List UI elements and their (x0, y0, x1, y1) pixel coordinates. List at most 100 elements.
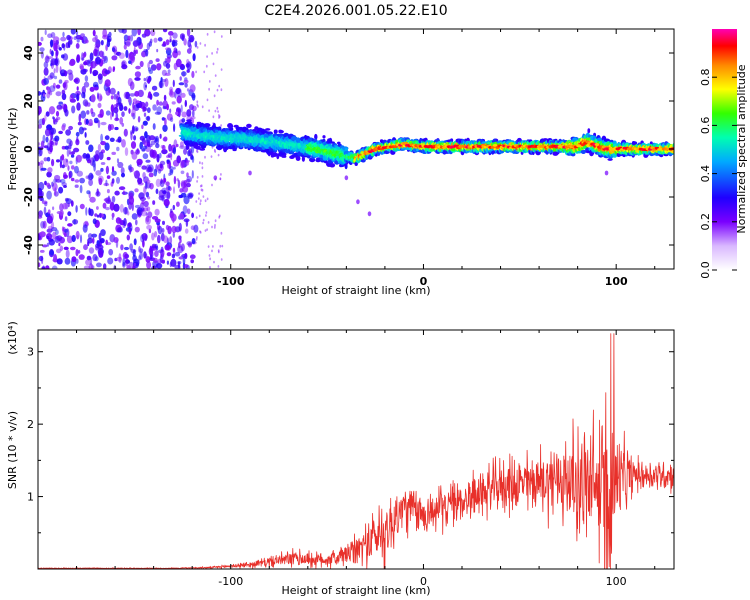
noise-speckle (149, 38, 153, 44)
noise-speckle (186, 241, 193, 246)
noise-speckle (155, 143, 160, 149)
noise-speckle (94, 213, 98, 217)
noise-speckle (141, 233, 148, 241)
noise-speckle (52, 82, 56, 89)
noise-speckle (212, 115, 215, 119)
noise-speckle (77, 121, 82, 126)
noise-speckle (178, 222, 182, 232)
noise-speckle (44, 55, 50, 64)
noise-speckle (133, 135, 137, 141)
noise-speckle (38, 212, 41, 217)
noise-speckle (164, 117, 167, 126)
noise-speckle (43, 157, 48, 162)
noise-speckle (211, 225, 213, 229)
noise-speckle (50, 39, 54, 48)
noise-speckle (86, 159, 92, 164)
noise-speckle (75, 249, 79, 257)
noise-speckle (117, 161, 124, 169)
noise-speckle (171, 101, 176, 105)
noise-speckle (157, 234, 161, 244)
noise-speckle (206, 197, 209, 201)
noise-speckle (218, 84, 221, 88)
noise-speckle (165, 39, 170, 46)
noise-speckle (200, 188, 203, 192)
noise-speckle (130, 248, 137, 254)
noise-speckle (100, 167, 104, 172)
noise-speckle (165, 62, 171, 69)
noise-speckle (153, 92, 160, 97)
noise-speckle (58, 130, 63, 135)
noise-speckle (172, 204, 175, 211)
noise-speckle (156, 48, 159, 53)
noise-speckle (217, 249, 220, 253)
noise-speckle (93, 86, 99, 91)
noise-speckle (50, 58, 57, 66)
ridge-cell (329, 163, 336, 168)
noise-speckle (128, 196, 135, 205)
noise-speckle (116, 176, 120, 184)
noise-speckle (59, 203, 64, 212)
noise-speckle (213, 94, 216, 98)
noise-speckle (68, 171, 71, 179)
noise-speckle (176, 87, 182, 97)
noise-speckle (180, 92, 186, 98)
noise-speckle (220, 68, 223, 71)
noise-speckle (49, 48, 52, 55)
noise-speckle (113, 237, 119, 243)
noise-speckle (89, 52, 94, 61)
noise-speckle (118, 253, 122, 261)
noise-speckle (64, 109, 69, 117)
noise-speckle (186, 48, 192, 54)
noise-speckle (139, 135, 145, 141)
ridge-cell (607, 158, 613, 161)
noise-speckle (186, 109, 192, 117)
noise-speckle (216, 50, 218, 54)
noise-speckle (173, 47, 178, 54)
noise-speckle (207, 245, 210, 249)
noise-speckle (53, 42, 58, 52)
noise-speckle (61, 164, 65, 169)
noise-speckle (97, 73, 103, 80)
noise-speckle (106, 175, 111, 180)
noise-speckle (161, 259, 165, 264)
noise-speckle (204, 229, 207, 233)
noise-speckle (190, 259, 194, 264)
ridge-cell (580, 149, 587, 154)
noise-speckle (155, 137, 159, 142)
noise-speckle (163, 198, 170, 207)
noise-speckle (175, 58, 182, 68)
noise-speckle (44, 201, 48, 207)
noise-speckle (164, 72, 171, 76)
noise-speckle (204, 155, 206, 159)
noise-speckle (82, 68, 88, 73)
noise-speckle (92, 29, 96, 37)
noise-speckle (106, 156, 111, 161)
noise-speckle (161, 79, 167, 82)
noise-speckle (95, 170, 102, 176)
noise-speckle (152, 104, 157, 111)
noise-speckle (145, 215, 150, 223)
noise-speckle (71, 256, 77, 263)
noise-speckle (55, 84, 61, 89)
noise-speckle (201, 162, 204, 165)
noise-speckle (142, 153, 149, 160)
noise-speckle (155, 263, 163, 269)
noise-speckle (111, 151, 116, 155)
noise-speckle (57, 104, 60, 109)
noise-speckle (138, 37, 142, 44)
noise-speckle (143, 112, 147, 117)
noise-speckle (61, 145, 66, 150)
noise-speckle (155, 188, 159, 195)
noise-speckle (66, 34, 71, 41)
noise-speckle (190, 145, 195, 154)
noise-speckle (155, 58, 160, 62)
noise-speckle (75, 230, 80, 240)
noise-speckle (66, 69, 73, 75)
noise-speckle (141, 50, 147, 58)
noise-speckle (63, 229, 68, 233)
noise-speckle (184, 159, 190, 163)
noise-speckle (196, 149, 198, 153)
noise-speckle (79, 184, 83, 194)
noise-speckle (96, 214, 100, 218)
ridge-cell (271, 152, 278, 158)
